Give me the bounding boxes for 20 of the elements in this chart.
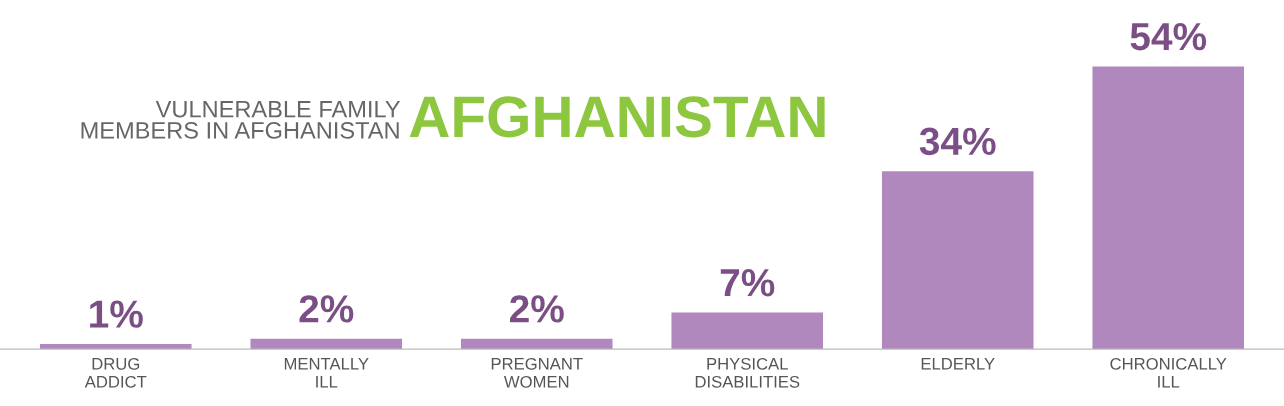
x-tick-label: PHYSICAL DISABILITIES: [695, 357, 800, 388]
x-tick-label: CHRONICALLY ILL: [1110, 357, 1227, 388]
data-label: 54%: [1130, 22, 1207, 51]
x-tick-label: ELDERLY: [921, 358, 995, 370]
bar: [1092, 66, 1245, 350]
chart-title: AFGHANISTAN: [409, 96, 825, 138]
x-tick-label: DRUG ADDICT: [84, 357, 147, 388]
data-label: 34%: [919, 127, 996, 156]
data-label: 7%: [720, 269, 775, 297]
bar: [881, 171, 1034, 350]
bar: [250, 338, 403, 350]
bar: [39, 343, 192, 350]
data-label: 2%: [299, 295, 354, 323]
text: VULNERABLE FAMILY MEMBERS IN AFGHANISTAN: [81, 101, 401, 139]
data-label: 2%: [510, 295, 564, 323]
data-label: 1%: [90, 300, 143, 328]
x-tick-label: PREGNANT WOMEN: [491, 357, 583, 388]
x-tick-label: MENTALLY ILL: [284, 358, 369, 388]
bar: [671, 312, 824, 350]
bar: [460, 338, 613, 350]
